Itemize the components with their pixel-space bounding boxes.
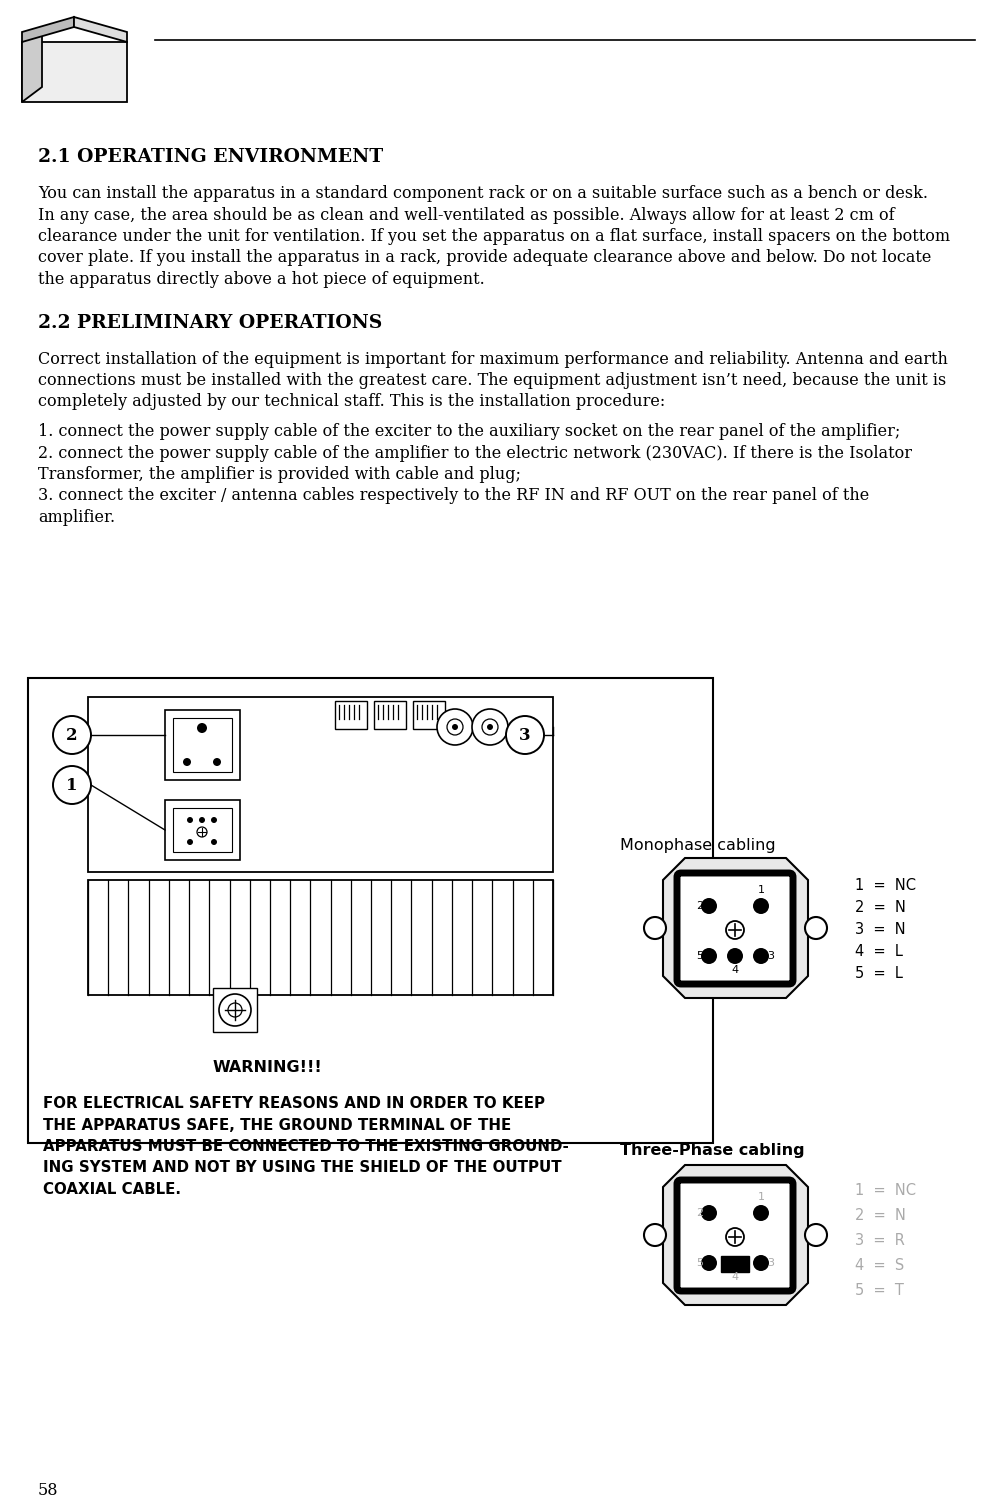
Text: 58: 58 xyxy=(38,1481,58,1499)
Circle shape xyxy=(187,839,193,845)
Circle shape xyxy=(701,898,717,914)
Polygon shape xyxy=(663,859,808,998)
Text: 1  =  NC: 1 = NC xyxy=(855,1183,916,1198)
Text: 3: 3 xyxy=(767,1258,774,1268)
Circle shape xyxy=(753,1205,769,1220)
Circle shape xyxy=(452,723,458,729)
Circle shape xyxy=(183,758,191,766)
Circle shape xyxy=(211,817,217,823)
Text: Correct installation of the equipment is important for maximum performance and r: Correct installation of the equipment is… xyxy=(38,351,948,368)
Circle shape xyxy=(805,1223,827,1246)
FancyBboxPatch shape xyxy=(677,874,793,985)
Circle shape xyxy=(753,898,769,914)
Bar xyxy=(335,701,367,729)
Text: 2  =  N: 2 = N xyxy=(855,1208,906,1223)
Text: 3. connect the exciter / antenna cables respectively to the RF IN and RF OUT on : 3. connect the exciter / antenna cables … xyxy=(38,488,869,504)
Text: 2: 2 xyxy=(697,901,704,911)
Text: 3  =  R: 3 = R xyxy=(855,1232,905,1247)
Circle shape xyxy=(487,723,493,729)
Text: WARNING!!!: WARNING!!! xyxy=(213,1060,323,1075)
Circle shape xyxy=(805,917,827,940)
Text: 2. connect the power supply cable of the amplifier to the electric network (230V: 2. connect the power supply cable of the… xyxy=(38,444,912,461)
Text: Transformer, the amplifier is provided with cable and plug;: Transformer, the amplifier is provided w… xyxy=(38,465,521,483)
Circle shape xyxy=(211,839,217,845)
Circle shape xyxy=(727,949,743,964)
Circle shape xyxy=(506,716,544,754)
Text: 4  =  L: 4 = L xyxy=(855,944,903,959)
Bar xyxy=(374,701,406,729)
Circle shape xyxy=(701,949,717,964)
Bar xyxy=(721,1256,749,1271)
Text: 5: 5 xyxy=(697,1258,704,1268)
Text: 2.1 OPERATING ENVIRONMENT: 2.1 OPERATING ENVIRONMENT xyxy=(38,149,383,167)
Text: You can install the apparatus in a standard component rack or on a suitable surf: You can install the apparatus in a stand… xyxy=(38,185,928,203)
Text: In any case, the area should be as clean and well-ventilated as possible. Always: In any case, the area should be as clean… xyxy=(38,207,895,224)
Text: APPARATUS MUST BE CONNECTED TO THE EXISTING GROUND-: APPARATUS MUST BE CONNECTED TO THE EXIST… xyxy=(43,1139,569,1154)
Circle shape xyxy=(701,1205,717,1220)
Bar xyxy=(173,808,232,853)
Circle shape xyxy=(472,708,508,744)
Text: Three-Phase cabling: Three-Phase cabling xyxy=(620,1142,804,1157)
Text: 5  =  T: 5 = T xyxy=(855,1283,904,1298)
Text: 3  =  N: 3 = N xyxy=(855,922,905,937)
Polygon shape xyxy=(22,42,127,102)
Text: THE APPARATUS SAFE, THE GROUND TERMINAL OF THE: THE APPARATUS SAFE, THE GROUND TERMINAL … xyxy=(43,1118,511,1132)
Text: FOR ELECTRICAL SAFETY REASONS AND IN ORDER TO KEEP: FOR ELECTRICAL SAFETY REASONS AND IN ORD… xyxy=(43,1096,545,1111)
Text: 4: 4 xyxy=(732,965,739,976)
Bar xyxy=(213,988,257,1033)
Circle shape xyxy=(187,817,193,823)
Text: 2  =  N: 2 = N xyxy=(855,901,906,916)
Polygon shape xyxy=(74,17,127,42)
Text: 2: 2 xyxy=(67,726,78,743)
Circle shape xyxy=(53,766,91,805)
Circle shape xyxy=(53,716,91,754)
Circle shape xyxy=(644,1223,666,1246)
Text: 1: 1 xyxy=(67,776,78,794)
Circle shape xyxy=(197,723,207,732)
Circle shape xyxy=(701,1255,717,1271)
Text: 5: 5 xyxy=(697,952,704,961)
Circle shape xyxy=(437,708,473,744)
Text: 3: 3 xyxy=(767,952,774,961)
Bar xyxy=(165,800,240,860)
Text: 1  =  NC: 1 = NC xyxy=(855,878,916,893)
Text: 1: 1 xyxy=(757,886,764,895)
Text: cover plate. If you install the apparatus in a rack, provide adequate clearance : cover plate. If you install the apparatu… xyxy=(38,249,931,267)
Bar xyxy=(28,678,713,1142)
Circle shape xyxy=(644,917,666,940)
Text: 3: 3 xyxy=(519,726,531,743)
Polygon shape xyxy=(663,1165,808,1304)
Text: 2: 2 xyxy=(697,1208,704,1217)
Text: COAXIAL CABLE.: COAXIAL CABLE. xyxy=(43,1181,181,1196)
Text: 4: 4 xyxy=(732,1271,739,1282)
Polygon shape xyxy=(22,27,42,102)
Circle shape xyxy=(753,1255,769,1271)
Circle shape xyxy=(213,758,221,766)
Polygon shape xyxy=(22,17,74,42)
Text: the apparatus directly above a hot piece of equipment.: the apparatus directly above a hot piece… xyxy=(38,272,485,288)
Bar xyxy=(88,880,553,995)
Text: 1. connect the power supply cable of the exciter to the auxiliary socket on the : 1. connect the power supply cable of the… xyxy=(38,423,900,440)
Text: ING SYSTEM AND NOT BY USING THE SHIELD OF THE OUTPUT: ING SYSTEM AND NOT BY USING THE SHIELD O… xyxy=(43,1160,561,1175)
Text: amplifier.: amplifier. xyxy=(38,509,115,525)
Circle shape xyxy=(219,994,251,1027)
Text: completely adjusted by our technical staff. This is the installation procedure:: completely adjusted by our technical sta… xyxy=(38,393,665,410)
Text: clearance under the unit for ventilation. If you set the apparatus on a flat sur: clearance under the unit for ventilation… xyxy=(38,228,951,245)
Text: 1: 1 xyxy=(757,1192,764,1202)
Circle shape xyxy=(753,949,769,964)
Bar xyxy=(88,696,553,872)
Text: connections must be installed with the greatest care. The equipment adjustment i: connections must be installed with the g… xyxy=(38,372,947,389)
Text: Monophase cabling: Monophase cabling xyxy=(620,838,775,853)
FancyBboxPatch shape xyxy=(677,1180,793,1291)
Text: 2.2 PRELIMINARY OPERATIONS: 2.2 PRELIMINARY OPERATIONS xyxy=(38,315,382,333)
Bar xyxy=(173,717,232,772)
Bar xyxy=(413,701,445,729)
Bar xyxy=(165,710,240,781)
Circle shape xyxy=(199,817,205,823)
Text: 5  =  L: 5 = L xyxy=(855,967,903,982)
Text: 4  =  S: 4 = S xyxy=(855,1258,904,1273)
